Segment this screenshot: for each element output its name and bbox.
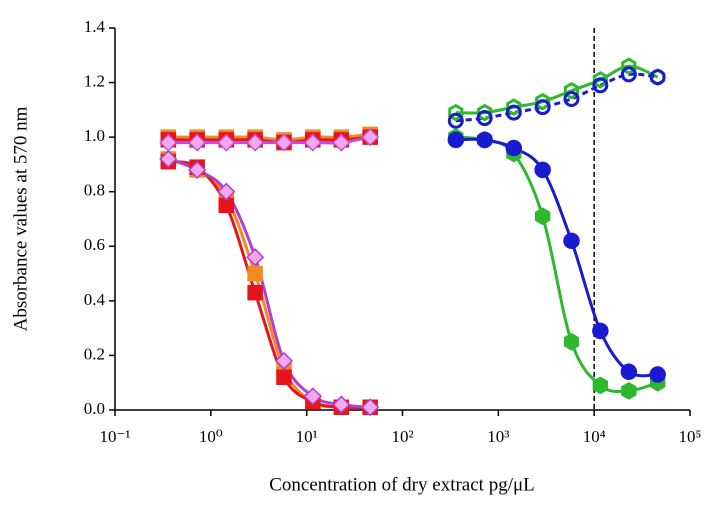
marker (477, 103, 493, 122)
marker (563, 90, 580, 107)
y-tick-label: 0.6 (84, 235, 105, 254)
marker (505, 104, 522, 121)
y-tick-label: 0.4 (84, 290, 106, 309)
fit-curve (455, 135, 659, 394)
marker (303, 387, 322, 406)
marker (534, 207, 551, 226)
x-tick-label: 10¹ (296, 427, 318, 446)
marker (361, 128, 380, 147)
marker (247, 265, 263, 282)
marker (621, 57, 637, 75)
marker (649, 69, 666, 86)
marker (505, 139, 523, 157)
fit-curve (167, 157, 371, 410)
y-tick-label: 1.2 (84, 71, 105, 90)
marker (276, 369, 292, 386)
marker (535, 92, 551, 111)
marker (592, 322, 609, 340)
marker (188, 133, 207, 152)
marker (274, 133, 294, 152)
marker (506, 98, 522, 116)
marker (563, 232, 580, 250)
x-axis-label: Concentration of dry extract pg/μL (269, 474, 535, 495)
fit-curve (455, 137, 658, 378)
marker (534, 99, 551, 116)
marker (217, 182, 236, 201)
y-tick-label: 0.2 (84, 344, 105, 363)
marker (621, 382, 637, 400)
marker (476, 131, 493, 149)
y-tick-label: 0.8 (84, 181, 105, 200)
marker (448, 103, 464, 122)
marker (620, 363, 638, 381)
marker (159, 149, 178, 169)
marker (303, 133, 322, 152)
marker (620, 66, 637, 83)
y-axis-label: Absorbance values at 570 nm (10, 106, 31, 331)
marker (563, 82, 580, 100)
y-tick-label: 0.0 (84, 399, 105, 418)
marker (246, 133, 265, 152)
marker (534, 161, 551, 179)
y-tick-label: 1.4 (84, 17, 106, 36)
marker (476, 110, 493, 127)
marker (332, 395, 351, 414)
marker (592, 77, 609, 94)
marker (447, 112, 464, 129)
marker (188, 160, 207, 179)
x-tick-label: 10⁻¹ (99, 427, 130, 446)
marker (332, 133, 351, 152)
fit-curve (167, 157, 371, 409)
marker (246, 248, 265, 267)
marker (217, 133, 236, 152)
x-tick-label: 10² (391, 427, 413, 446)
marker (274, 351, 294, 370)
marker (361, 398, 380, 417)
marker (447, 131, 465, 149)
marker (592, 376, 609, 395)
x-tick-label: 10⁴ (583, 427, 606, 446)
y-tick-label: 1.0 (84, 126, 105, 145)
marker (247, 284, 263, 301)
x-tick-label: 10³ (487, 427, 509, 446)
marker (649, 366, 666, 383)
marker (563, 332, 580, 351)
fit-curve (168, 160, 371, 410)
x-tick-label: 10⁰ (199, 427, 223, 446)
x-tick-label: 10⁵ (679, 427, 702, 446)
marker (592, 71, 608, 89)
